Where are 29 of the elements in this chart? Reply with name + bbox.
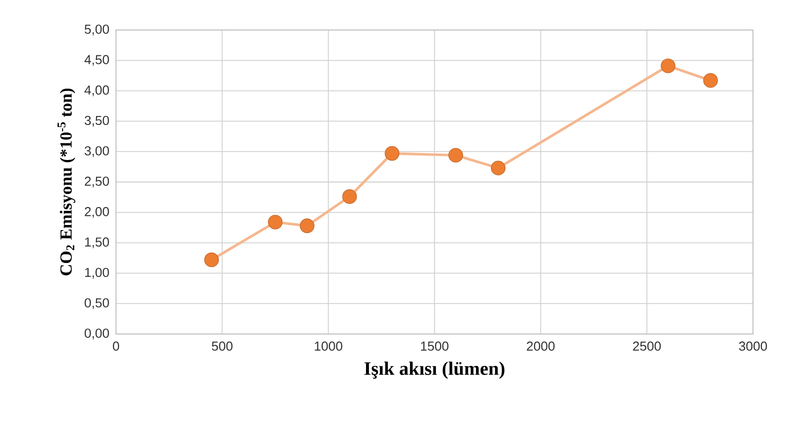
x-axis-title: Işık akısı (lümen) (364, 362, 504, 379)
y-tick-label: 1,50 (85, 237, 109, 248)
point (384, 146, 400, 161)
point (268, 214, 283, 230)
point (448, 148, 464, 163)
x-tick-label: 2500 (633, 342, 661, 351)
y-tick-label: 3,50 (84, 116, 109, 127)
point (204, 252, 219, 268)
y-tick-label: 5,00 (84, 24, 109, 36)
point (660, 58, 676, 74)
y-tick-label: 3,00 (84, 146, 109, 157)
y-tick-label: 2,00 (84, 207, 109, 218)
x-tick-label: 2000 (526, 342, 555, 351)
x-tick-label: 500 (212, 342, 233, 351)
x-tick-label: 3000 (739, 342, 767, 351)
x-tick-label: 1500 (421, 342, 448, 351)
y-tick-label: 1,00 (85, 268, 109, 279)
point (342, 189, 357, 204)
y-axis-title: CO$_{2}$ Emisyonu (*10$^{-5}$ ton) (58, 88, 76, 276)
y-tick-label: 4,50 (84, 55, 109, 66)
point (300, 218, 314, 234)
x-tick-label: 1000 (314, 342, 342, 351)
y-tick-label: 4,00 (84, 85, 109, 96)
y-tick-label: 0,00 (84, 328, 109, 340)
y-tick-label: 2,50 (84, 176, 109, 188)
y-tick-label: 0,50 (84, 298, 109, 309)
point (703, 73, 718, 88)
x-tick-label: 0 (112, 342, 120, 351)
point (490, 160, 506, 176)
